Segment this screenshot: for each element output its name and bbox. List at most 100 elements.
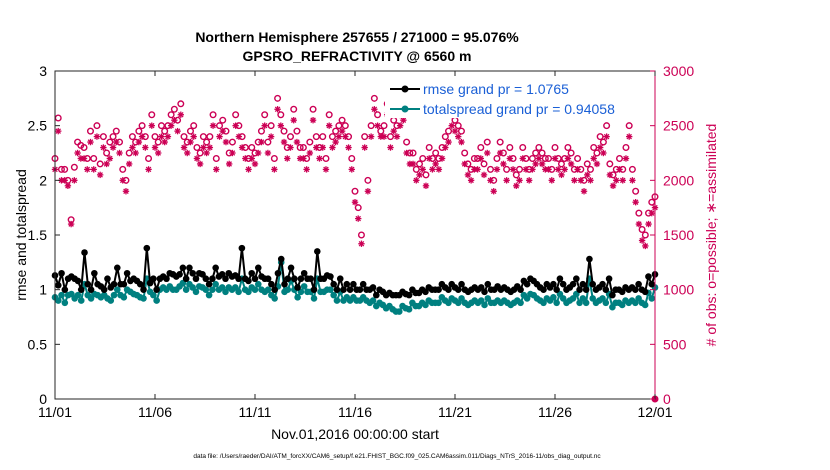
obs-possible-point [103,149,111,157]
obs-possible-point [348,154,356,162]
rmse-point [271,286,278,293]
x-tick-label: 11/11 [239,404,272,420]
totalspread-point [192,288,200,296]
obs-assimilated-point [645,220,652,228]
obs-assimilated-point [642,242,649,250]
rmse-point [123,269,131,277]
rmse-point [113,264,121,272]
obs-assimilated-point [432,160,439,168]
obs-assimilated-point [638,237,646,244]
obs-assimilated-point [164,133,172,140]
obs-possible-point [503,165,511,173]
obs-assimilated-point [632,199,639,206]
totalspread-point [251,286,259,293]
obs-possible-point [196,149,204,157]
obs-assimilated-point [174,127,181,135]
rmse-point [74,277,82,285]
rmse-point [359,280,367,288]
rmse-point [350,280,357,288]
totalspread-point [271,295,278,302]
totalspread-point [310,295,318,302]
obs-assimilated-point [158,133,165,140]
obs-assimilated-point [303,166,310,173]
obs-possible-point [335,122,343,130]
rmse-point [523,280,531,288]
obs-assimilated-point [138,133,146,140]
y-axis-left: 0 0.5 1 1.5 2 2.5 3 [28,63,60,407]
rmse-point [484,280,492,288]
legend: rmse grand pr = 1.0765 totalspread grand… [385,76,653,118]
obs-assimilated-point [261,122,268,129]
totalspread-point [202,286,210,293]
obs-assimilated-point [609,182,617,189]
obs-assimilated-point [493,166,501,173]
totalspread-point [209,286,216,293]
obs-possible-point [532,149,540,157]
obs-assimilated-point [274,106,281,113]
obs-possible-point [599,138,607,146]
obs-assimilated-point [203,149,210,157]
rmse-point [81,249,88,256]
obs-assimilated-point [187,138,194,146]
totalspread-point [481,301,488,309]
obs-assimilated-point [522,166,530,173]
rmse-point [238,244,246,252]
rmse-point [176,271,183,278]
obs-assimilated-point [648,209,655,217]
obs-assimilated-point [548,177,555,184]
obs-possible-point [422,171,430,179]
rmse-point [192,275,200,283]
obs-possible-point [277,111,285,119]
rmse-point [641,288,649,296]
obs-possible-point [445,127,453,135]
rmse-point [274,269,282,277]
totalspread-point [58,291,65,299]
y-tick-label: 1.5 [28,227,48,243]
obs-possible-point [86,127,94,135]
totalspread-point [300,283,308,290]
totalspread-point [602,299,610,307]
obs-possible-point [138,122,146,130]
rmse-point [405,291,413,299]
obs-possible-point [157,122,165,130]
rmse-point [540,286,547,293]
obs-assimilated-point [416,171,423,179]
obs-assimilated-point [242,155,249,162]
rmse-point [559,280,567,288]
rmse-point [143,244,151,252]
obs-assimilated-point [193,155,201,162]
obs-possible-point [416,160,424,168]
totalspread-point [641,301,649,309]
x-tick-label: 11/06 [138,404,172,420]
obs-assimilated-point [503,177,510,184]
rmse-point [369,284,377,291]
rmse-point [313,248,321,255]
y-right-tick-label: 1500 [663,227,694,243]
y-right-tick-label: 2500 [663,118,694,134]
obs-possible-point [203,138,211,146]
x-axis: 11/01 11/06 11/11 11/16 11/21 11/26 12/01 [38,71,673,420]
obs-assimilated-point [400,117,407,124]
obs-assimilated-point [448,122,455,129]
totalspread-point [517,299,524,307]
rmse-point [110,280,118,288]
obs-possible-point [357,231,365,239]
obs-possible-point [319,133,327,141]
obs-possible-point [209,111,217,119]
obs-assimilated-point [371,106,378,113]
legend-spread-marker [401,105,409,113]
obs-possible-point [212,154,220,162]
obs-assimilated-point [329,144,336,151]
obs-possible-point [119,165,127,173]
obs-assimilated-point [467,177,475,184]
obs-assimilated-point [251,160,259,168]
obs-assimilated-point [525,177,533,184]
obs-assimilated-point [180,144,188,151]
obs-possible-point [312,133,320,141]
obs-possible-point [280,127,288,135]
obs-possible-point [261,111,269,119]
totalspread-point [405,306,413,313]
obs-assimilated-point [577,177,585,184]
obs-possible-point [470,154,478,162]
obs-possible-point [557,160,565,168]
